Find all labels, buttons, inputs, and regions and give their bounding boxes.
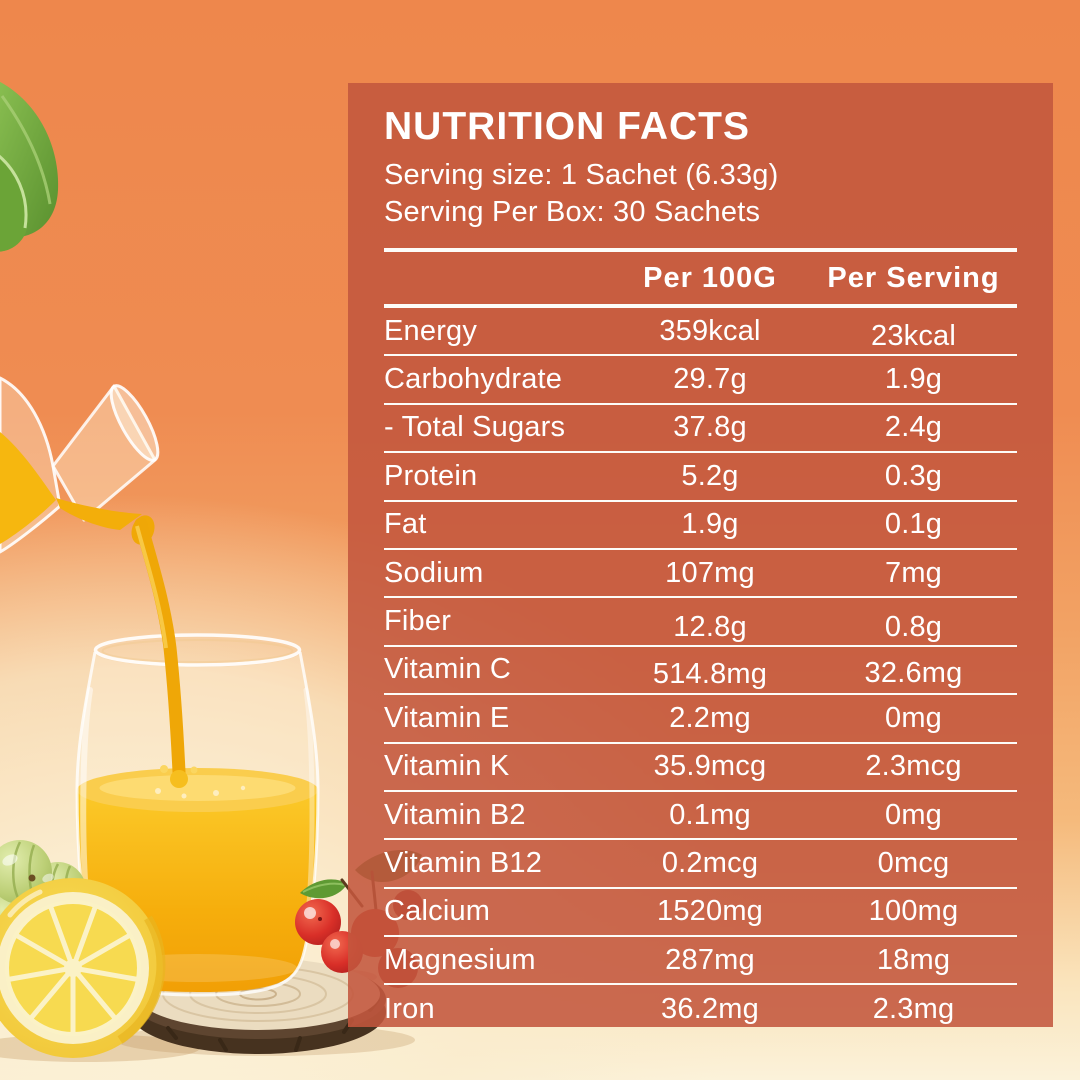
wood-slice xyxy=(130,958,386,1054)
table-row: Iron 36.2mg 2.3mg xyxy=(384,985,1017,1033)
table-row: Magnesium 287mg 18mg xyxy=(384,937,1017,986)
row-per-serving: 32.6mg xyxy=(864,657,963,690)
table-row: - Total Sugars 37.8g 2.4g xyxy=(384,405,1017,454)
nutrition-table-rows: Energy 359kcal 23kcal Carbohydrate 29.7g 1.9g… xyxy=(384,308,1017,1034)
table-header-rule xyxy=(384,304,1017,308)
table-row: Vitamin B2 0.1mg 0mg xyxy=(384,792,1017,841)
leaf-icon xyxy=(0,81,59,252)
row-label: Protein xyxy=(384,459,478,492)
row-per-serving: 2.4g xyxy=(884,411,943,444)
row-per-serving: 2.3mg xyxy=(872,993,955,1026)
row-per-serving: 100mg xyxy=(868,895,959,928)
column-header-per-100g: Per 100G xyxy=(643,261,777,294)
row-per-100g: 0.1mg xyxy=(669,798,751,831)
table-row: Energy 359kcal 23kcal xyxy=(384,308,1017,357)
row-per-serving: 0.1g xyxy=(884,508,943,541)
row-per-serving: 0mg xyxy=(884,701,942,734)
juice-glass xyxy=(75,633,320,997)
serving-size-text: Serving size: 1 Sachet (6.33g) xyxy=(384,159,779,191)
row-label: Calcium xyxy=(384,895,491,928)
row-per-100g: 1520mg xyxy=(657,895,763,928)
table-row: Fiber 12.8g 0.8g xyxy=(384,598,1017,647)
row-per-100g: 35.9mcg xyxy=(653,750,767,783)
table-row: Vitamin K 35.9mcg 2.3mcg xyxy=(384,744,1017,792)
row-label: Iron xyxy=(384,993,435,1026)
row-label: Energy xyxy=(384,314,478,347)
row-label: Sodium xyxy=(384,556,484,589)
row-per-100g: 359kcal xyxy=(659,314,761,347)
row-label: Vitamin E xyxy=(384,701,510,734)
table-row: Fat 1.9g 0.1g xyxy=(384,502,1017,550)
table-row: Vitamin E 2.2mg 0mg xyxy=(384,695,1017,744)
row-per-100g: 5.2g xyxy=(681,459,739,492)
serving-per-box-text: Serving Per Box: 30 Sachets xyxy=(384,196,761,228)
row-per-100g: 514.8mg xyxy=(652,658,768,691)
row-per-100g: 36.2mg xyxy=(661,993,759,1026)
row-per-serving: 23kcal xyxy=(870,319,957,352)
table-row: Sodium 107mg 7mg xyxy=(384,550,1017,599)
row-per-serving: 2.3mcg xyxy=(865,750,962,783)
nutrition-panel: NUTRITION FACTS Serving size: 1 Sachet (… xyxy=(348,83,1053,1027)
row-label: Vitamin B2 xyxy=(384,798,526,831)
lemon-half-icon xyxy=(0,878,166,1058)
column-header-per-serving: Per Serving xyxy=(827,261,1000,294)
row-per-serving: 7mg xyxy=(884,556,942,589)
table-top-rule xyxy=(384,248,1017,252)
row-label: Vitamin K xyxy=(384,750,510,783)
row-label: Vitamin C xyxy=(384,653,511,686)
row-per-100g: 2.2mg xyxy=(669,701,751,734)
row-per-serving: 18mg xyxy=(876,943,951,976)
panel-title: NUTRITION FACTS xyxy=(384,105,750,148)
table-row: Protein 5.2g 0.3g xyxy=(384,453,1017,502)
table-row: Vitamin C 514.8mg 32.6mg xyxy=(384,647,1017,696)
table-row: Calcium 1520mg 100mg xyxy=(384,889,1017,938)
row-per-100g: 0.2mcg xyxy=(661,846,759,879)
row-label: Vitamin B12 xyxy=(384,846,543,879)
row-per-100g: 37.8g xyxy=(673,411,747,444)
row-per-serving: 0.8g xyxy=(884,611,943,644)
row-label: - Total Sugars xyxy=(384,411,566,444)
row-per-100g: 12.8g xyxy=(673,611,747,644)
table-header-row: Per 100G Per Serving xyxy=(384,252,1017,304)
row-per-100g: 287mg xyxy=(665,943,755,976)
row-per-100g: 29.7g xyxy=(673,363,747,396)
table-row: Carbohydrate 29.7g 1.9g xyxy=(384,356,1017,405)
row-label: Fat xyxy=(384,508,427,541)
row-per-100g: 107mg xyxy=(665,556,755,589)
row-label: Fiber xyxy=(384,605,452,638)
row-per-100g: 1.9g xyxy=(681,508,739,541)
juice-carafe xyxy=(0,376,160,554)
table-row: Vitamin B12 0.2mcg 0mcg xyxy=(384,840,1017,889)
row-per-serving: 0mg xyxy=(884,798,942,831)
row-label: Magnesium xyxy=(384,943,536,976)
pour-stream xyxy=(134,517,198,788)
row-per-serving: 0mcg xyxy=(877,846,950,879)
row-per-serving: 1.9g xyxy=(884,363,943,396)
row-per-serving: 0.3g xyxy=(884,459,943,492)
row-label: Carbohydrate xyxy=(384,363,563,396)
